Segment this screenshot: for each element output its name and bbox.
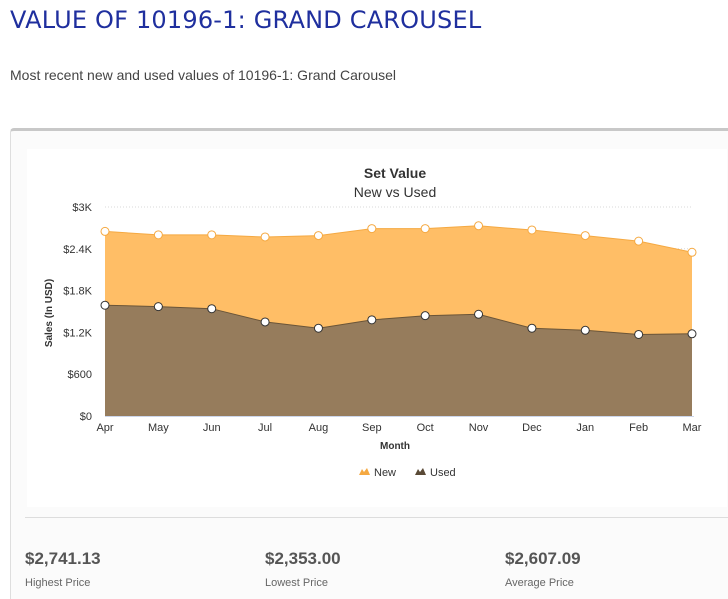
y-axis-title: Sales (In USD) [44, 279, 55, 347]
x-tick-label: Feb [629, 422, 648, 434]
used-data-point[interactable] [367, 315, 377, 325]
legend-item-used[interactable]: Used [415, 467, 456, 479]
new-data-point[interactable] [153, 230, 163, 240]
axes: $0 $600 $1.2K $1.8K $2.4K $3K Apr May Jun Jul Aug S… [63, 202, 702, 434]
used-data-point[interactable] [260, 317, 270, 327]
x-tick-label: Mar [683, 422, 702, 434]
legend-label: Used [430, 467, 456, 479]
chart-container: Set Value New vs Used $0 $600 $1.2K $1.8K $2… [27, 149, 727, 507]
x-tick-label: Jan [576, 422, 594, 434]
stat-value: $2,353.00 [265, 549, 341, 568]
used-data-point[interactable] [153, 302, 163, 312]
set-value-chart: Set Value New vs Used $0 $600 $1.2K $1.8K $2… [44, 165, 702, 479]
x-tick-label: Nov [469, 422, 489, 434]
x-tick-label: Oct [417, 422, 434, 434]
stat-label: Average Price [505, 577, 574, 589]
section-divider [25, 517, 728, 518]
new-data-point[interactable] [687, 247, 697, 257]
chart-card: Set Value New vs Used $0 $600 $1.2K $1.8K $2… [10, 128, 728, 599]
stat-lowest-price: $2,353.00 Lowest Price [265, 549, 485, 589]
new-data-point[interactable] [100, 226, 110, 236]
y-tick-label: $1.2K [63, 327, 92, 339]
used-data-point[interactable] [634, 329, 644, 339]
x-tick-label: May [148, 422, 169, 434]
x-tick-label: Apr [96, 422, 113, 434]
series-areas [104, 225, 693, 416]
x-tick-label: Dec [522, 422, 542, 434]
legend-item-new[interactable]: New [359, 467, 396, 479]
used-data-point[interactable] [420, 311, 430, 321]
used-data-point[interactable] [580, 325, 590, 335]
new-data-point[interactable] [207, 230, 217, 240]
used-data-point[interactable] [207, 304, 217, 314]
y-tick-label: $3K [72, 202, 92, 214]
y-tick-label: $600 [68, 369, 92, 381]
area-series-icon [359, 468, 370, 475]
series-used-area [105, 305, 692, 416]
stat-label: Highest Price [25, 577, 91, 589]
y-tick-label: $0 [80, 411, 92, 423]
stat-value: $2,741.13 [25, 549, 101, 568]
stat-value: $2,607.09 [505, 549, 581, 568]
chart-title: Set Value [364, 165, 426, 181]
x-axis-title: Month [380, 441, 410, 452]
used-data-point[interactable] [527, 323, 537, 333]
used-data-point[interactable] [100, 300, 110, 310]
area-series-icon [415, 468, 426, 475]
y-tick-label: $1.8K [63, 286, 92, 298]
x-tick-label: Jun [203, 422, 221, 434]
legend[interactable]: New Used [359, 467, 456, 479]
x-tick-label: Aug [309, 422, 329, 434]
used-data-point[interactable] [313, 323, 323, 333]
series-used-line [104, 304, 693, 336]
series-new-line [104, 225, 693, 253]
x-tick-label: Jul [258, 422, 272, 434]
new-data-point[interactable] [260, 232, 270, 242]
page-title: VALUE OF 10196-1: GRAND CAROUSEL [10, 6, 482, 34]
used-data-point[interactable] [474, 309, 484, 319]
new-data-point[interactable] [474, 221, 484, 231]
stat-label: Lowest Price [265, 577, 328, 589]
stat-highest-price: $2,741.13 Highest Price [25, 549, 245, 589]
new-data-point[interactable] [580, 231, 590, 241]
stat-average-price: $2,607.09 Average Price [505, 549, 725, 589]
x-tick-label: Sep [362, 422, 382, 434]
new-data-point[interactable] [527, 225, 537, 235]
legend-label: New [374, 467, 396, 479]
new-data-point[interactable] [367, 224, 377, 234]
chart-subtitle: New vs Used [354, 184, 436, 200]
y-tick-label: $2.4K [63, 244, 92, 256]
series-points [100, 221, 697, 339]
new-data-point[interactable] [634, 236, 644, 246]
new-data-point[interactable] [313, 231, 323, 241]
used-data-point[interactable] [687, 329, 697, 339]
page-subtitle: Most recent new and used values of 10196… [10, 67, 397, 83]
new-data-point[interactable] [420, 224, 430, 234]
